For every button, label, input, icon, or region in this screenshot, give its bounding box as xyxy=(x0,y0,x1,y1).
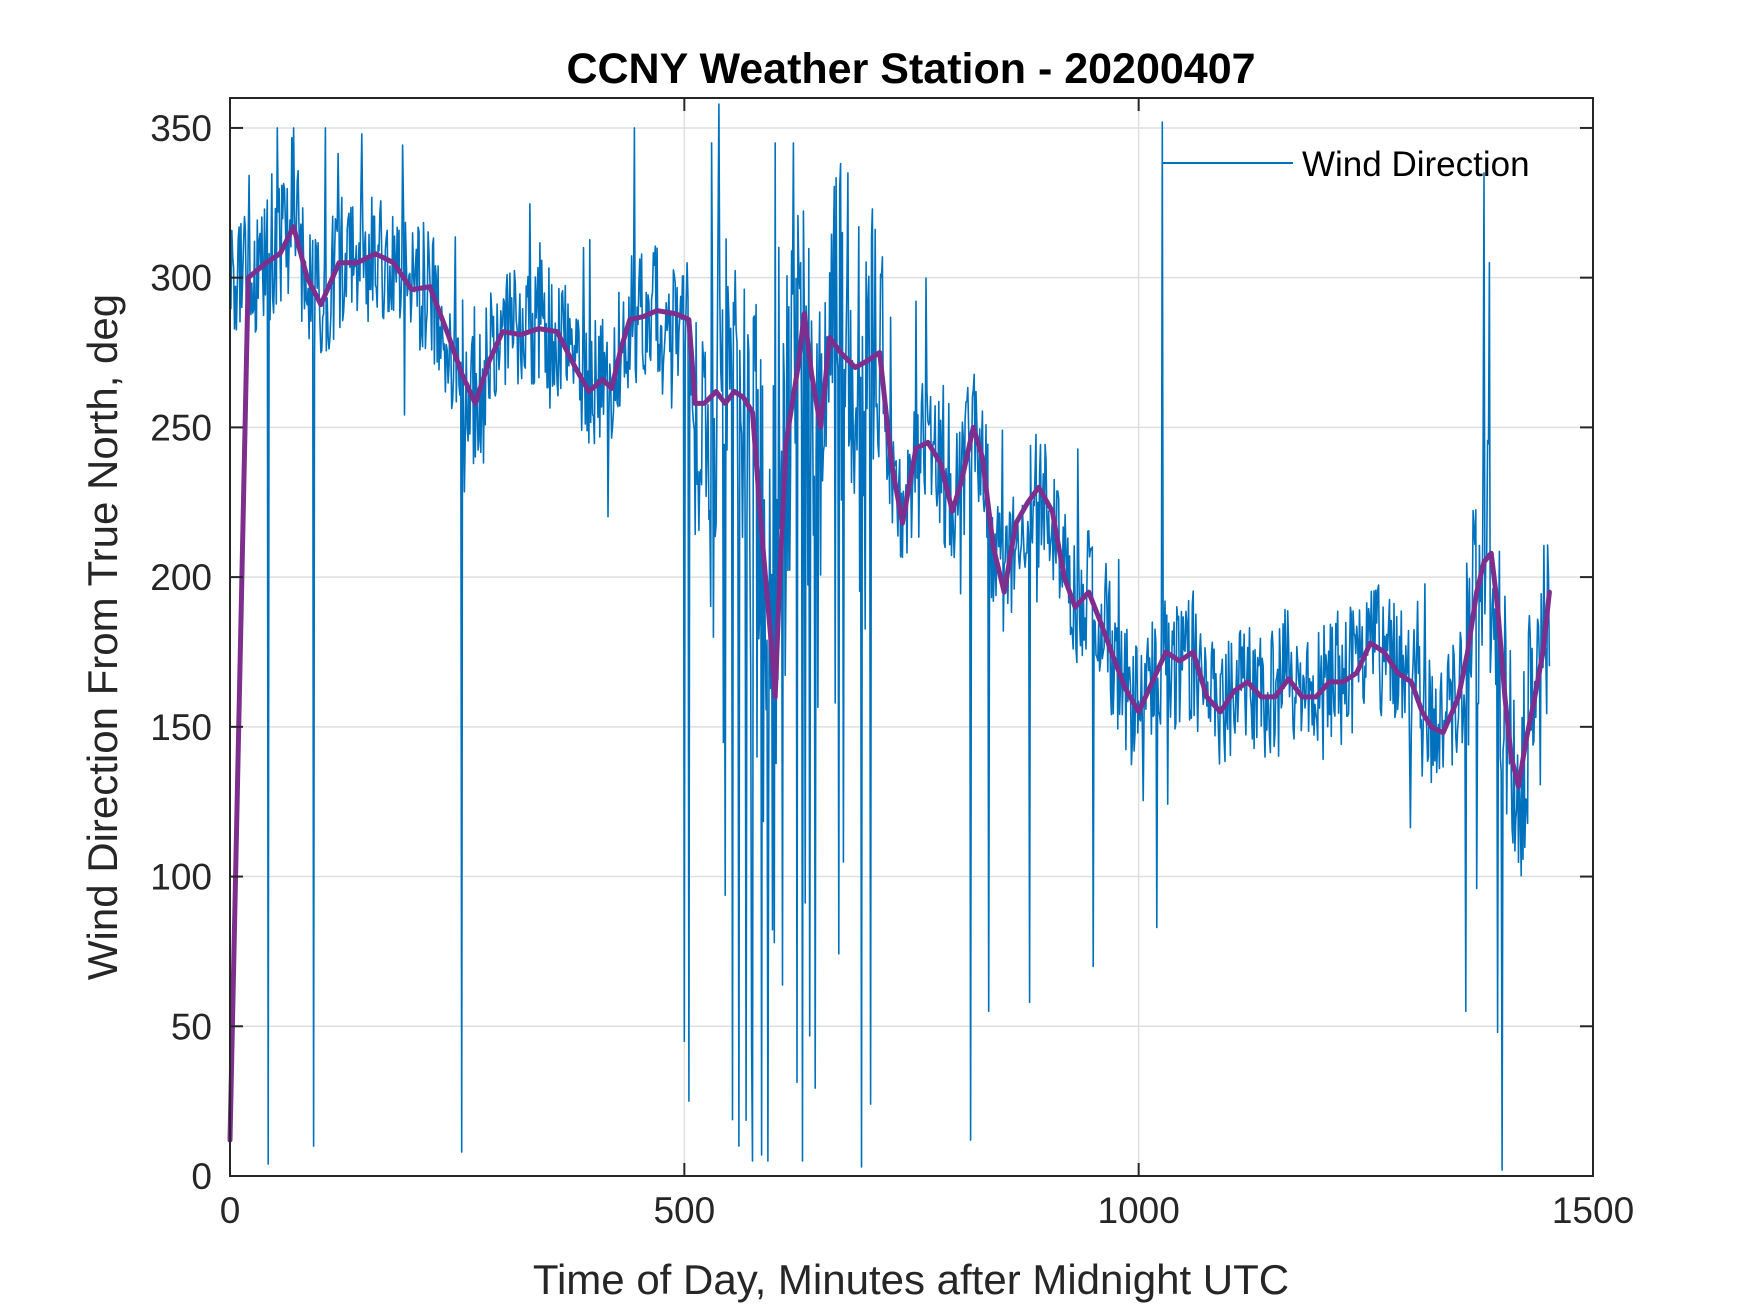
series-line-smoothed xyxy=(227,224,1552,1143)
chart-title: CCNY Weather Station - 20200407 xyxy=(566,45,1255,93)
y-tick-label: 350 xyxy=(150,108,212,149)
series-line-wind-direction xyxy=(229,103,1551,1171)
y-tick-label: 250 xyxy=(150,407,212,448)
y-tick-label: 50 xyxy=(171,1006,212,1047)
legend-label-wind-direction: Wind Direction xyxy=(1302,145,1530,184)
y-tick-label: 200 xyxy=(150,557,212,598)
series-layer xyxy=(227,103,1552,1171)
tick-marks xyxy=(229,98,1594,1177)
legend: Wind Direction xyxy=(1163,145,1530,184)
y-tick-label: 100 xyxy=(150,857,212,898)
tick-labels: 0 500 1000 1500 0 50 100 150 200 250 300 350 xyxy=(150,108,1634,1231)
y-tick-label: 300 xyxy=(150,258,212,299)
x-tick-label: 1000 xyxy=(1098,1190,1180,1231)
x-tick-label: 500 xyxy=(653,1190,715,1231)
x-axis-label: Time of Day, Minutes after Midnight UTC xyxy=(533,1256,1289,1303)
y-tick-label: 0 xyxy=(191,1156,212,1197)
y-tick-label: 150 xyxy=(150,707,212,748)
x-tick-label: 0 xyxy=(220,1190,241,1231)
axes-box xyxy=(229,97,1594,1177)
x-tick-label: 1500 xyxy=(1552,1190,1634,1231)
y-axis-label: Wind Direction From True North, deg xyxy=(79,294,126,980)
